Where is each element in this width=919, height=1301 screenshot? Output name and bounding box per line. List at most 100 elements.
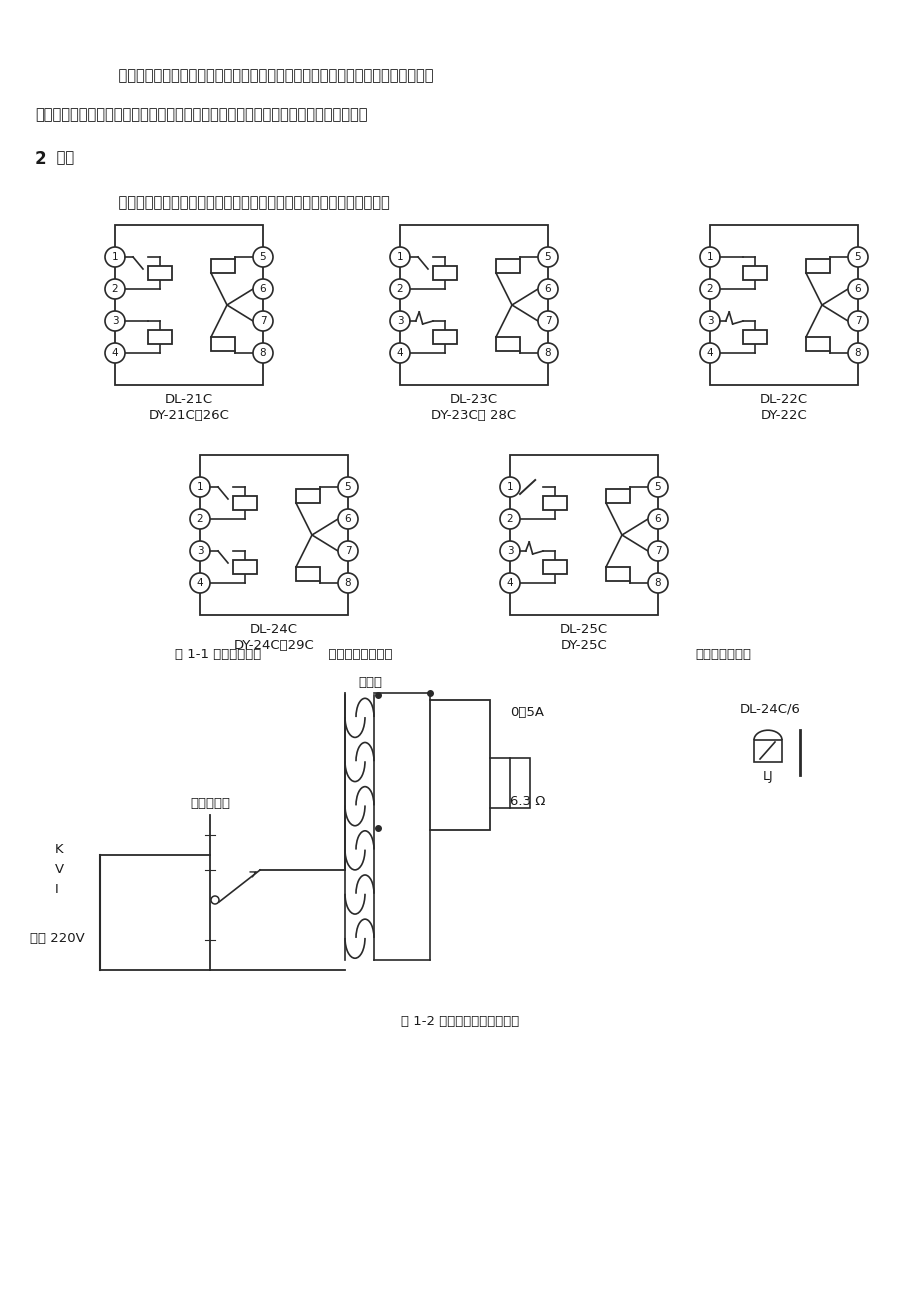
Circle shape: [337, 572, 357, 593]
Circle shape: [390, 247, 410, 267]
Circle shape: [647, 572, 667, 593]
Circle shape: [105, 311, 125, 330]
Bar: [606, 489, 630, 503]
Text: 6: 6: [259, 284, 266, 294]
Circle shape: [337, 477, 357, 497]
Text: DL-21C: DL-21C: [165, 393, 213, 406]
Text: 8: 8: [654, 578, 661, 588]
Text: DL-24C/6: DL-24C/6: [739, 703, 800, 716]
Circle shape: [390, 278, 410, 299]
Text: DY-22C: DY-22C: [760, 409, 807, 422]
Bar: [233, 496, 256, 510]
Circle shape: [647, 477, 667, 497]
Bar: [805, 259, 829, 273]
Bar: [509, 758, 529, 808]
Text: 倍。: 倍。: [52, 150, 74, 165]
Text: 7: 7: [345, 546, 351, 556]
Text: 3: 3: [396, 316, 403, 327]
Bar: [233, 559, 256, 574]
Bar: [542, 559, 566, 574]
Text: 5: 5: [259, 252, 266, 262]
Bar: [433, 330, 457, 343]
Circle shape: [847, 247, 867, 267]
Text: 触点通断指示灯: 触点通断指示灯: [694, 648, 750, 661]
Text: 6: 6: [854, 284, 860, 294]
Text: 6: 6: [345, 514, 351, 524]
Text: 指示值等于整定值；若上述二继电器两线圈分别作并联和串联时，则整定值为指示值的: 指示值等于整定值；若上述二继电器两线圈分别作并联和串联时，则整定值为指示值的: [35, 107, 367, 122]
Text: 7: 7: [544, 316, 550, 327]
Text: 3: 3: [706, 316, 712, 327]
Text: 1: 1: [197, 481, 203, 492]
Bar: [210, 337, 234, 351]
Bar: [754, 740, 781, 762]
Text: 5: 5: [544, 252, 550, 262]
Circle shape: [253, 247, 273, 267]
Text: 1: 1: [506, 481, 513, 492]
Text: 1: 1: [111, 252, 119, 262]
Text: 7: 7: [854, 316, 860, 327]
Circle shape: [105, 247, 125, 267]
Circle shape: [390, 311, 410, 330]
Bar: [210, 259, 234, 273]
Circle shape: [499, 509, 519, 530]
Text: 继电器内部接线图: 继电器内部接线图: [320, 648, 392, 661]
Circle shape: [499, 541, 519, 561]
Text: 5: 5: [654, 481, 661, 492]
Text: 0～5A: 0～5A: [509, 706, 543, 719]
Text: 2: 2: [111, 284, 119, 294]
Text: DY-24C、29C: DY-24C、29C: [233, 639, 314, 652]
Bar: [148, 330, 172, 343]
Text: DL-23C: DL-23C: [449, 393, 497, 406]
Text: 4: 4: [506, 578, 513, 588]
Circle shape: [699, 247, 720, 267]
Circle shape: [847, 311, 867, 330]
Bar: [115, 225, 263, 385]
Circle shape: [105, 343, 125, 363]
Bar: [296, 567, 320, 582]
Text: 继电器的铭牌刻度值是按电流继电器两线圈串联，电压继电器两线圈并联时标注的: 继电器的铭牌刻度值是按电流继电器两线圈串联，电压继电器两线圈并联时标注的: [100, 68, 433, 83]
Bar: [400, 225, 548, 385]
Circle shape: [847, 278, 867, 299]
Text: 8: 8: [259, 347, 266, 358]
Text: DY-25C: DY-25C: [560, 639, 607, 652]
Circle shape: [538, 278, 558, 299]
Text: 4: 4: [706, 347, 712, 358]
Bar: [296, 489, 320, 503]
Text: 2: 2: [197, 514, 203, 524]
Text: 3: 3: [111, 316, 119, 327]
Bar: [743, 265, 766, 280]
Circle shape: [699, 311, 720, 330]
Text: 5: 5: [854, 252, 860, 262]
Circle shape: [337, 509, 357, 530]
Text: I: I: [55, 883, 59, 896]
Text: 图 1-1 电流（电压）: 图 1-1 电流（电压）: [175, 648, 261, 661]
Circle shape: [210, 896, 219, 904]
Text: 4: 4: [197, 578, 203, 588]
Circle shape: [253, 278, 273, 299]
Text: 2: 2: [35, 150, 47, 168]
Text: 4: 4: [396, 347, 403, 358]
Circle shape: [253, 311, 273, 330]
Text: V: V: [55, 863, 64, 876]
Circle shape: [337, 541, 357, 561]
Circle shape: [499, 477, 519, 497]
Text: 1: 1: [706, 252, 712, 262]
Circle shape: [253, 343, 273, 363]
Text: 1: 1: [396, 252, 403, 262]
Text: 自耦调压器: 自耦调压器: [190, 798, 230, 811]
Text: 6.3 Ω: 6.3 Ω: [509, 795, 545, 808]
Text: DL-22C: DL-22C: [759, 393, 807, 406]
Text: 2: 2: [396, 284, 403, 294]
Text: 2: 2: [506, 514, 513, 524]
Circle shape: [699, 343, 720, 363]
Text: 图 1-2 电流继电器实验接线图: 图 1-2 电流继电器实验接线图: [401, 1015, 518, 1028]
Text: 7: 7: [654, 546, 661, 556]
Text: DY-23C、 28C: DY-23C、 28C: [431, 409, 516, 422]
Text: 4: 4: [111, 347, 119, 358]
Text: 变流器: 变流器: [357, 677, 381, 690]
Text: DL-24C: DL-24C: [250, 623, 298, 636]
Bar: [743, 330, 766, 343]
Bar: [495, 259, 519, 273]
Text: 转动刻度盘上指针，以改变游丝的作用力矩，从而改变继电器动作值。: 转动刻度盘上指针，以改变游丝的作用力矩，从而改变继电器动作值。: [100, 195, 390, 209]
Text: 2: 2: [706, 284, 712, 294]
